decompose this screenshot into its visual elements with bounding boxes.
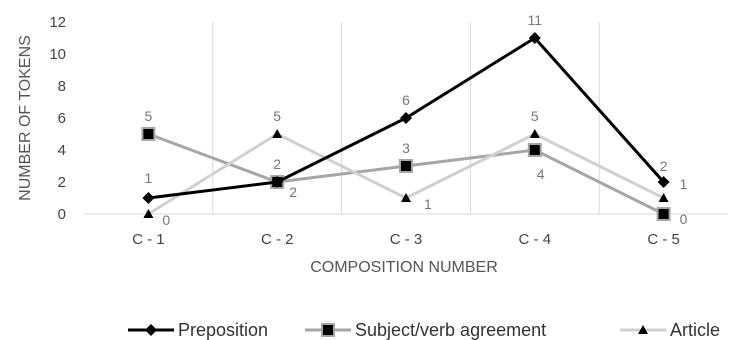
legend-item: Article xyxy=(620,320,720,340)
data-point xyxy=(142,192,155,204)
x-tick-label: C - 4 xyxy=(519,231,552,248)
x-axis-ticks: C - 1 C - 2 C - 3 C - 4 C - 5 xyxy=(132,231,680,248)
data-label: 11 xyxy=(528,12,543,28)
data-point xyxy=(145,324,157,336)
series-layer xyxy=(141,32,671,221)
data-point xyxy=(401,193,411,202)
data-point xyxy=(527,143,542,157)
legend-label: Subject/verb agreement xyxy=(355,320,546,340)
legend-item: Preposition xyxy=(128,320,268,340)
data-point xyxy=(400,112,412,124)
x-tick-label: C - 3 xyxy=(390,231,423,248)
x-tick-label: C - 2 xyxy=(261,231,294,248)
y-tick-label: 2 xyxy=(58,174,66,191)
data-label: 1 xyxy=(145,170,153,186)
legend: Preposition Subject/verb agreement Article xyxy=(128,320,720,340)
x-tick-label: C - 1 xyxy=(132,231,165,248)
data-point xyxy=(271,176,284,188)
data-point xyxy=(399,159,413,173)
y-axis-title: NUMBER OF TOKENS xyxy=(17,35,34,201)
data-label: 3 xyxy=(402,140,410,156)
legend-label: Article xyxy=(670,320,720,340)
data-point xyxy=(321,323,335,337)
y-tick-label: 0 xyxy=(58,206,66,223)
y-tick-label: 10 xyxy=(49,46,66,63)
data-label: 0 xyxy=(162,212,170,228)
data-label: 5 xyxy=(145,108,153,124)
y-axis-ticks: 0 2 4 6 8 10 12 xyxy=(49,14,66,223)
data-point xyxy=(143,209,154,218)
data-label: 6 xyxy=(402,92,410,108)
data-point xyxy=(529,129,540,138)
data-label: 2 xyxy=(273,156,281,172)
data-label: 5 xyxy=(531,108,539,124)
data-point xyxy=(141,127,156,141)
y-tick-label: 8 xyxy=(58,78,66,95)
series-article xyxy=(143,129,669,218)
data-label: 1 xyxy=(424,196,432,212)
data-label: 0 xyxy=(680,211,688,227)
y-tick-label: 4 xyxy=(58,142,66,159)
y-tick-label: 12 xyxy=(49,14,66,31)
data-point xyxy=(272,129,283,138)
data-point xyxy=(656,207,671,221)
legend-label: Preposition xyxy=(178,320,268,340)
series-preposition xyxy=(142,32,670,204)
data-label: 2 xyxy=(660,158,668,174)
x-tick-label: C - 5 xyxy=(647,231,680,248)
x-axis-title: COMPOSITION NUMBER xyxy=(310,259,498,276)
data-label: 4 xyxy=(537,166,545,182)
data-point xyxy=(658,193,669,202)
data-point xyxy=(638,325,648,334)
data-label: 1 xyxy=(680,176,688,192)
data-point xyxy=(657,176,670,188)
y-tick-label: 6 xyxy=(58,110,66,127)
data-point xyxy=(528,32,541,44)
legend-item: Subject/verb agreement xyxy=(305,320,546,340)
data-label: 5 xyxy=(273,108,281,124)
data-label: 2 xyxy=(289,184,297,200)
